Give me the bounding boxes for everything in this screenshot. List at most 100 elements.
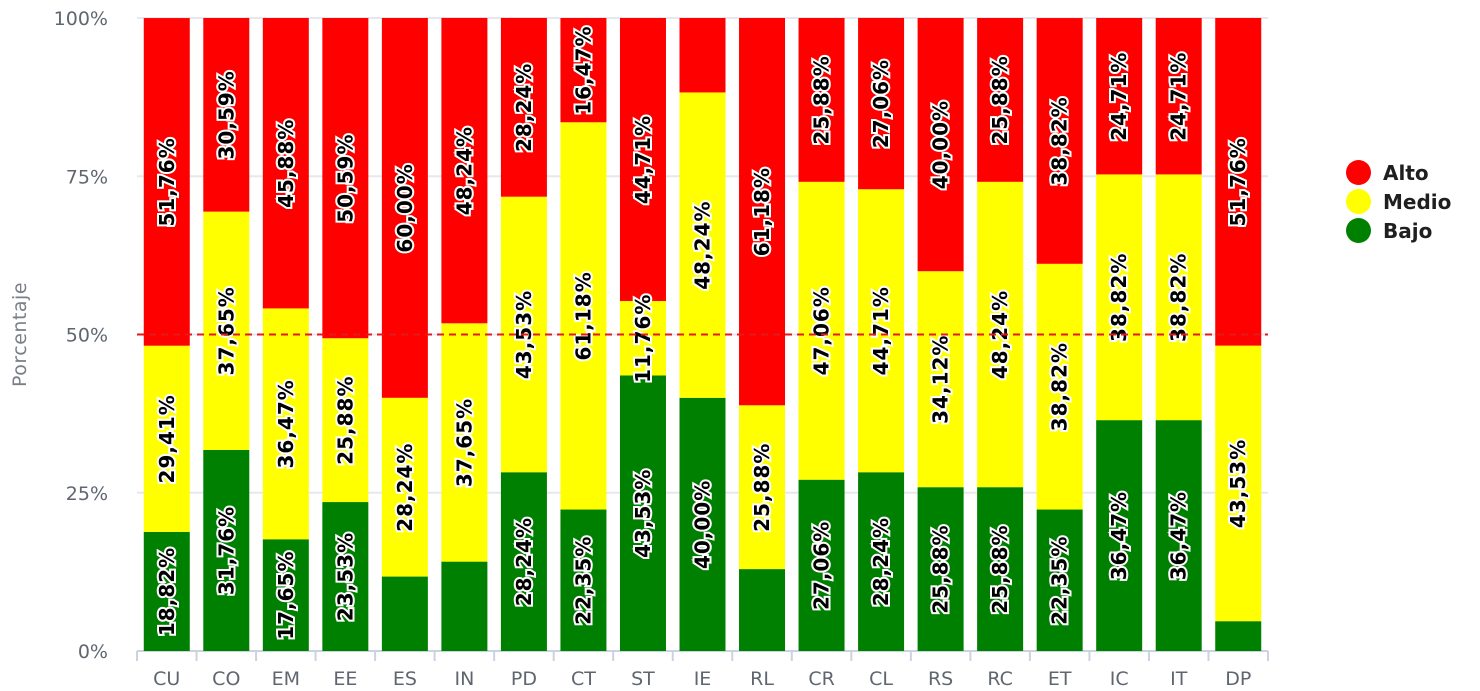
bar-segment-bajo[interactable]	[203, 449, 250, 651]
bar-segment-medio[interactable]	[739, 405, 786, 570]
data-label-bajo: 17,65%	[274, 550, 298, 639]
data-label-bajo: 40,00%	[691, 480, 715, 569]
bar-segment-medio[interactable]	[1036, 263, 1083, 510]
bar-segment-medio[interactable]	[143, 345, 190, 532]
y-axis-title: Porcentaje	[9, 282, 31, 387]
bar-segment-bajo[interactable]	[381, 576, 428, 651]
bar-segment-bajo[interactable]	[858, 472, 905, 651]
data-label-medio: 29,41%	[155, 394, 179, 483]
bar-segment-alto[interactable]	[1036, 18, 1083, 264]
data-label-alto: 38,82%	[1048, 96, 1072, 185]
bar-segment-medio[interactable]	[619, 301, 666, 376]
bar-segment-bajo[interactable]	[739, 569, 786, 651]
bar-segment-medio[interactable]	[1215, 345, 1262, 622]
data-label-bajo: 18,82%	[155, 547, 179, 636]
bar-segment-alto[interactable]	[739, 18, 786, 406]
bar-segment-bajo[interactable]	[1096, 420, 1143, 651]
y-tick-label: 75%	[66, 166, 108, 188]
data-label-medio: 37,65%	[452, 398, 476, 487]
data-label-bajo: 22,35%	[1048, 536, 1072, 625]
bar-segment-medio[interactable]	[381, 397, 428, 577]
bar-segment-alto[interactable]	[1155, 18, 1202, 175]
bar-segment-alto[interactable]	[203, 18, 250, 212]
data-label-medio: 38,82%	[1107, 253, 1131, 342]
data-label-bajo: 36,47%	[1167, 491, 1191, 580]
bar-segment-medio[interactable]	[679, 92, 726, 398]
bar-segment-alto[interactable]	[143, 18, 190, 346]
data-label-medio: 47,06%	[810, 286, 834, 375]
bar-segment-medio[interactable]	[322, 338, 369, 503]
legend-item-medio[interactable]: Medio	[1346, 187, 1451, 216]
data-label-alto: 40,00%	[929, 100, 953, 189]
data-label-medio: 44,71%	[869, 286, 893, 375]
bar-segment-alto[interactable]	[1215, 18, 1262, 346]
data-label-alto: 24,71%	[1107, 52, 1131, 141]
bar-segment-bajo[interactable]	[798, 479, 845, 651]
bar-segment-medio[interactable]	[203, 211, 250, 450]
data-label-medio: 38,82%	[1048, 342, 1072, 431]
bar-segment-bajo[interactable]	[619, 375, 666, 651]
bar-segment-alto[interactable]	[441, 17, 488, 324]
legend-item-bajo[interactable]: Bajo	[1346, 216, 1451, 245]
data-label-alto: 44,71%	[631, 115, 655, 204]
data-label-medio: 37,65%	[214, 286, 238, 375]
bar-segment-alto[interactable]	[977, 18, 1024, 182]
bar-segment-medio[interactable]	[441, 323, 488, 562]
data-label-alto: 25,88%	[810, 55, 834, 144]
bar-segment-bajo[interactable]	[1036, 509, 1083, 651]
bar-segment-bajo[interactable]	[322, 502, 369, 651]
legend-swatch-medio	[1346, 189, 1371, 214]
data-label-alto: 61,18%	[750, 167, 774, 256]
bar-segment-alto[interactable]	[679, 18, 726, 93]
x-tick-label: RC	[987, 668, 1013, 690]
bar-segment-bajo[interactable]	[143, 531, 190, 651]
data-label-alto: 16,47%	[571, 25, 595, 114]
bar-segment-medio[interactable]	[858, 189, 905, 473]
bar-segment-bajo[interactable]	[1155, 420, 1202, 651]
legend-item-alto[interactable]: Alto	[1346, 158, 1451, 187]
data-label-bajo: 28,24%	[512, 517, 536, 606]
bar-segment-alto[interactable]	[560, 18, 607, 123]
bar-segment-medio[interactable]	[1096, 174, 1143, 421]
bar-segment-alto[interactable]	[619, 18, 666, 302]
bar-segment-medio[interactable]	[798, 181, 845, 480]
bar-segment-medio[interactable]	[262, 308, 309, 540]
bar-segment-bajo[interactable]	[1215, 621, 1262, 651]
x-tick-label: CT	[571, 668, 596, 690]
y-tick-label: 100%	[54, 8, 108, 30]
bar-segment-alto[interactable]	[798, 18, 845, 182]
data-label-bajo: 25,88%	[929, 524, 953, 613]
x-tick-label: DP	[1225, 668, 1251, 690]
x-tick-label: IT	[1170, 668, 1188, 690]
data-label-medio: 43,53%	[1226, 439, 1250, 528]
legend-swatch-alto	[1346, 160, 1371, 185]
legend-swatch-bajo	[1346, 218, 1371, 243]
data-label-alto: 45,88%	[274, 119, 298, 208]
data-label-bajo: 43,53%	[631, 469, 655, 558]
bar-segment-alto[interactable]	[917, 18, 964, 272]
data-label-medio: 48,24%	[691, 200, 715, 289]
x-tick-label: ES	[393, 668, 417, 690]
data-label-bajo: 31,76%	[214, 506, 238, 595]
bar-segment-bajo[interactable]	[441, 561, 488, 651]
bar-segment-alto[interactable]	[500, 17, 547, 197]
data-label-medio: 61,18%	[571, 271, 595, 360]
bar-segment-medio[interactable]	[917, 271, 964, 488]
bar-segment-alto[interactable]	[262, 18, 309, 309]
bar-segment-alto[interactable]	[322, 18, 369, 339]
bar-segment-bajo[interactable]	[500, 472, 547, 651]
bar-segment-bajo[interactable]	[917, 487, 964, 651]
bar-segment-alto[interactable]	[1096, 18, 1143, 175]
bar-segment-medio[interactable]	[1155, 174, 1202, 421]
bar-segment-bajo[interactable]	[262, 539, 309, 651]
x-tick-label: RL	[750, 668, 774, 690]
x-tick-label: IC	[1110, 668, 1129, 690]
bar-segment-bajo[interactable]	[560, 509, 607, 651]
bar-segment-alto[interactable]	[858, 17, 905, 190]
x-tick-label: CO	[212, 668, 240, 690]
bar-segment-bajo[interactable]	[977, 487, 1024, 651]
bar-segment-bajo[interactable]	[679, 397, 726, 651]
bar-segment-medio[interactable]	[560, 122, 607, 510]
data-label-bajo: 36,47%	[1107, 491, 1131, 580]
